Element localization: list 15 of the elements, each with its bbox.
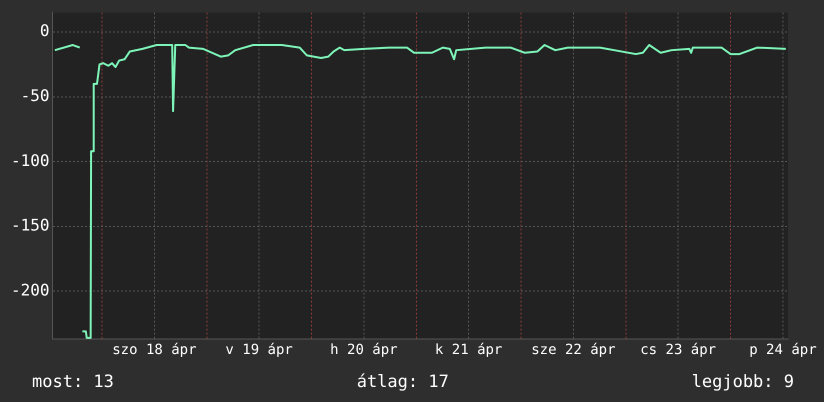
y-tick-label: -50 [20, 86, 50, 105]
x-tick-label: k 21 ápr [434, 342, 502, 358]
y-tick-label: -200 [11, 280, 50, 300]
text: most: 13 [32, 372, 114, 392]
x-tick-label: v 19 ápr [225, 342, 293, 358]
x-tick-label: h 20 ápr [330, 342, 398, 358]
y-tick-label: -150 [11, 216, 50, 235]
x-tick-label: sze 22 ápr [531, 342, 616, 358]
x-tick-label: p 24 ápr [749, 342, 817, 358]
y-tick-label: 0 [40, 21, 50, 40]
text: átlag: 17 [356, 372, 449, 392]
y-tick-label: -100 [11, 150, 50, 170]
x-tick-label: szo 18 ápr [112, 342, 197, 358]
text: legjobb: 9 [692, 372, 794, 392]
x-tick-label: cs 23 ápr [640, 342, 716, 358]
